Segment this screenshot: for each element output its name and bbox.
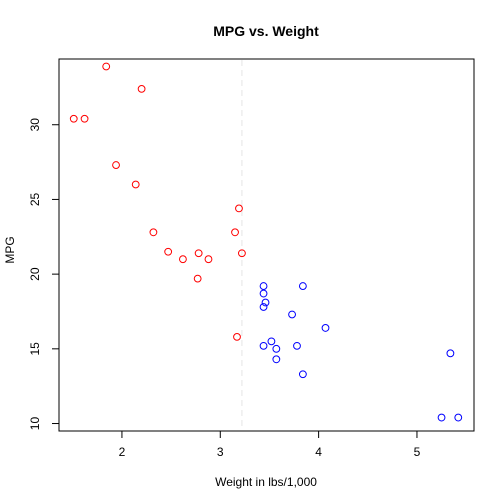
data-point <box>193 274 202 283</box>
data-point <box>238 249 246 258</box>
y-tick-label: 10 <box>28 417 42 431</box>
data-point <box>194 249 203 258</box>
y-tick-label: 15 <box>28 342 42 356</box>
x-tick-label: 5 <box>414 445 421 459</box>
y-axis: 10 15 20 25 30 <box>28 118 60 431</box>
data-point <box>235 204 243 213</box>
data-point <box>179 255 187 264</box>
data-point <box>80 114 89 123</box>
x-tick-label: 2 <box>119 445 126 459</box>
data-point <box>298 282 307 290</box>
x-tick-label: 4 <box>315 445 322 459</box>
data-point <box>164 247 173 256</box>
series-1 <box>69 62 246 341</box>
data-point <box>233 332 241 341</box>
data-point <box>259 289 268 298</box>
data-point <box>149 228 158 237</box>
data-point <box>259 341 268 350</box>
data-point <box>437 413 446 422</box>
data-point <box>454 413 463 422</box>
data-point <box>112 161 120 169</box>
data-point <box>298 370 307 379</box>
data-point <box>69 114 78 123</box>
data-point <box>259 303 268 311</box>
data-point <box>102 62 111 71</box>
y-tick-label: 30 <box>28 118 42 132</box>
plot-frame <box>58 58 475 432</box>
data-point <box>446 349 455 358</box>
y-axis-label: MPG <box>3 236 17 263</box>
data-point <box>293 341 301 350</box>
data-point <box>288 310 296 319</box>
data-point <box>272 344 281 353</box>
series-2 <box>259 282 463 422</box>
chart-title: MPG vs. Weight <box>213 23 319 39</box>
points-layer <box>69 62 463 422</box>
y-tick-label: 20 <box>28 267 42 281</box>
y-tick-label: 25 <box>28 192 42 206</box>
x-axis: 2 3 4 5 <box>119 430 421 459</box>
data-point <box>259 282 268 290</box>
x-tick-label: 3 <box>217 445 224 459</box>
data-point <box>137 84 146 93</box>
data-point <box>321 324 330 332</box>
data-point <box>272 355 281 364</box>
x-axis-label: Weight in lbs/1,000 <box>215 475 317 489</box>
data-point <box>267 337 276 346</box>
data-point <box>131 180 140 189</box>
data-point <box>204 255 213 264</box>
data-point <box>231 228 239 237</box>
data-point <box>261 298 270 307</box>
